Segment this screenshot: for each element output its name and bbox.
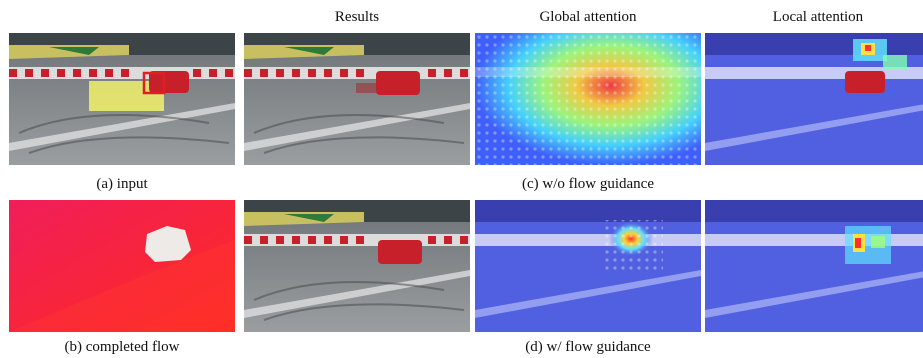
panel-completed-flow xyxy=(9,200,235,332)
local-attention-heatmap xyxy=(705,33,923,165)
panel-input xyxy=(9,33,235,165)
global-attention-heatmap xyxy=(475,200,701,332)
caption-with-flow-guidance: (d) w/ flow guidance xyxy=(525,339,651,355)
caption-completed-flow: (b) completed flow xyxy=(64,339,180,355)
local-attention-heatmap xyxy=(705,200,923,332)
panel-local-attention-with-flow xyxy=(705,200,923,332)
panel-result-without-flow xyxy=(244,33,470,165)
header-results: Results xyxy=(334,9,380,25)
caption-without-flow-guidance: (c) w/o flow guidance xyxy=(521,176,655,192)
result-frame-image xyxy=(244,200,470,332)
panel-result-with-flow xyxy=(244,200,470,332)
input-frame-image xyxy=(9,33,235,165)
header-global-attention: Global attention xyxy=(539,9,637,25)
panel-global-attention-with-flow xyxy=(475,200,701,332)
global-attention-heatmap xyxy=(475,33,701,165)
header-local-attention: Local attention xyxy=(772,9,864,25)
panel-global-attention-without-flow xyxy=(475,33,701,165)
caption-input: (a) input xyxy=(96,176,148,192)
result-frame-image xyxy=(244,33,470,165)
panel-local-attention-without-flow xyxy=(705,33,923,165)
completed-flow-image xyxy=(9,200,235,332)
